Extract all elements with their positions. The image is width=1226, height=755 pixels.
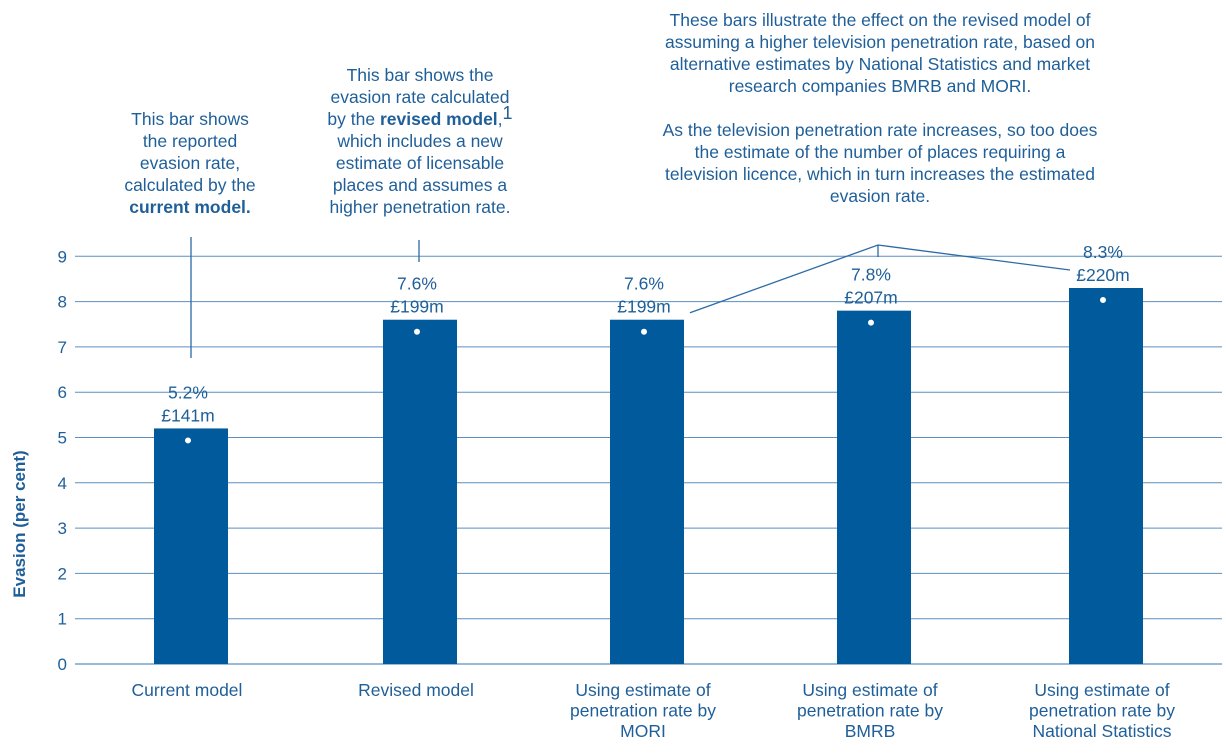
y-tick-label-1: 1	[58, 610, 67, 629]
annotation-penetration: These bars illustrate the effect on the …	[580, 9, 1180, 207]
annotation-current-line1: This bar shows	[131, 109, 249, 129]
bar-label-amount-0: £141m	[161, 405, 215, 425]
annotation-penetration-para1-line2: assuming a higher television penetration…	[665, 32, 1095, 52]
annotation-penetration-para2-line3: television licence, which in turn increa…	[665, 164, 1095, 184]
bar-label-percent-0: 5.2%	[168, 382, 208, 402]
bar-label-amount-1: £199m	[390, 297, 444, 317]
annotation-revised-line4: which includes a new	[337, 131, 503, 151]
annotation-penetration-para2-line1: As the television penetration rate incre…	[662, 120, 1098, 140]
x-tick-label-2-2: MORI	[620, 721, 666, 741]
annotation-penetration-para1-line1: These bars illustrate the effect on the …	[669, 10, 1091, 30]
annotation-current-model: This bar shows the reported evasion rate…	[100, 108, 280, 218]
bar-marker-dot-4	[1100, 297, 1106, 304]
x-tick-label-1-0: Revised model	[358, 680, 474, 700]
annotation-penetration-para2-line2: the estimate of the number of places req…	[694, 142, 1066, 162]
x-tick-label-4-2: National Statistics	[1032, 721, 1171, 741]
y-tick-label-3: 3	[58, 519, 67, 538]
y-tick-label-7: 7	[58, 338, 67, 357]
bar-4	[1069, 288, 1143, 664]
annotation-revised-line7: higher penetration rate.	[329, 197, 511, 217]
annotation-revised-line2: evasion rate calculated	[330, 87, 510, 107]
x-tick-label-4-1: penetration rate by	[1029, 701, 1175, 721]
y-tick-label-2: 2	[58, 564, 67, 583]
bar-value-labels: 5.2% £141m 7.6% £199m 7.6% £199m 7.8% £207m 8.3%…	[161, 242, 1130, 444]
bar-label-percent-4: 8.3%	[1083, 242, 1123, 262]
annotation-current-line3: evasion rate,	[139, 153, 241, 173]
x-tick-label-2-0: Using estimate of	[575, 680, 710, 700]
annotation-penetration-para2-line4: evasion rate.	[829, 186, 931, 206]
bar-label-amount-3: £207m	[844, 288, 898, 308]
annotation-current-line4: calculated by the	[124, 175, 256, 195]
bar-label-percent-1: 7.6%	[397, 274, 437, 294]
annotation-revised-line1: This bar shows the	[346, 65, 494, 85]
annotation-connectors	[190, 237, 1071, 358]
y-tick-label-9: 9	[58, 247, 67, 266]
bar-label-percent-3: 7.8%	[851, 265, 891, 285]
annotation-current-line2: the reported	[142, 131, 238, 151]
bar-label-percent-2: 7.6%	[624, 274, 664, 294]
y-tick-label-4: 4	[58, 474, 67, 493]
annotation-revised-line5: estimate of licensable	[335, 153, 505, 173]
x-tick-label-4-0: Using estimate of	[1034, 680, 1169, 700]
y-tick-label-8: 8	[58, 293, 67, 312]
bar-2	[610, 319, 684, 664]
y-tick-label-5: 5	[58, 429, 67, 448]
x-tick-label-3-2: BMRB	[845, 721, 896, 741]
x-tick-label-0-0: Current model	[132, 680, 243, 700]
x-axis-category-labels: Current model Revised model Using estimate…	[132, 680, 1176, 741]
x-tick-label-3-1: penetration rate by	[797, 701, 943, 721]
footnote-marker: 1	[502, 103, 513, 123]
bar-0	[154, 428, 228, 664]
bar-3	[837, 310, 911, 664]
bar-label-amount-4: £220m	[1076, 265, 1130, 285]
x-tick-label-3-0: Using estimate of	[802, 680, 937, 700]
bar-marker-dot-0	[185, 437, 191, 444]
bar-marker-dot-2	[641, 328, 647, 335]
annotation-revised-line3: by the revised model,1	[327, 103, 513, 129]
y-tick-label-6: 6	[58, 383, 67, 402]
y-axis-title: Evasion (per cent)	[10, 450, 29, 597]
bars	[154, 288, 1143, 664]
annotation-penetration-para1-line3: alternative estimates by National Statis…	[669, 54, 1091, 74]
annotation-penetration-para1-line4: research companies BMRB and MORI.	[728, 76, 1032, 96]
annotation-revised-model: This bar shows the evasion rate calculat…	[290, 64, 550, 218]
x-tick-label-2-1: penetration rate by	[570, 701, 716, 721]
y-tick-label-0: 0	[58, 655, 67, 674]
y-axis-ticks: 0 1 2 3 4 5 6 7 8 9	[58, 247, 67, 674]
bar-marker-dot-3	[868, 319, 874, 326]
bar-marker-dot-1	[414, 328, 420, 335]
annotation-current-bold: current model.	[129, 197, 251, 217]
annotation-revised-line6: places and assumes a	[332, 175, 508, 195]
bar-1	[383, 319, 457, 664]
bar-label-amount-2: £199m	[617, 297, 671, 317]
